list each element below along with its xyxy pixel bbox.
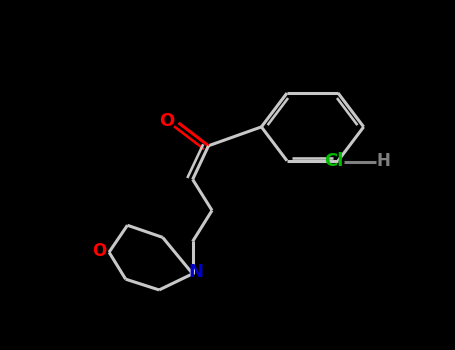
Text: H: H <box>377 152 391 170</box>
Text: O: O <box>92 242 106 260</box>
Text: O: O <box>160 112 175 130</box>
Text: Cl: Cl <box>324 152 344 170</box>
Text: N: N <box>188 262 203 281</box>
